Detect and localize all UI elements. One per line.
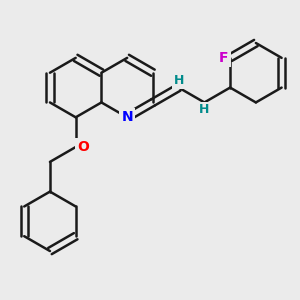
Text: N: N [122,110,133,124]
Text: H: H [173,74,184,87]
Text: H: H [199,103,210,116]
Text: O: O [77,140,89,154]
Text: F: F [219,51,229,65]
